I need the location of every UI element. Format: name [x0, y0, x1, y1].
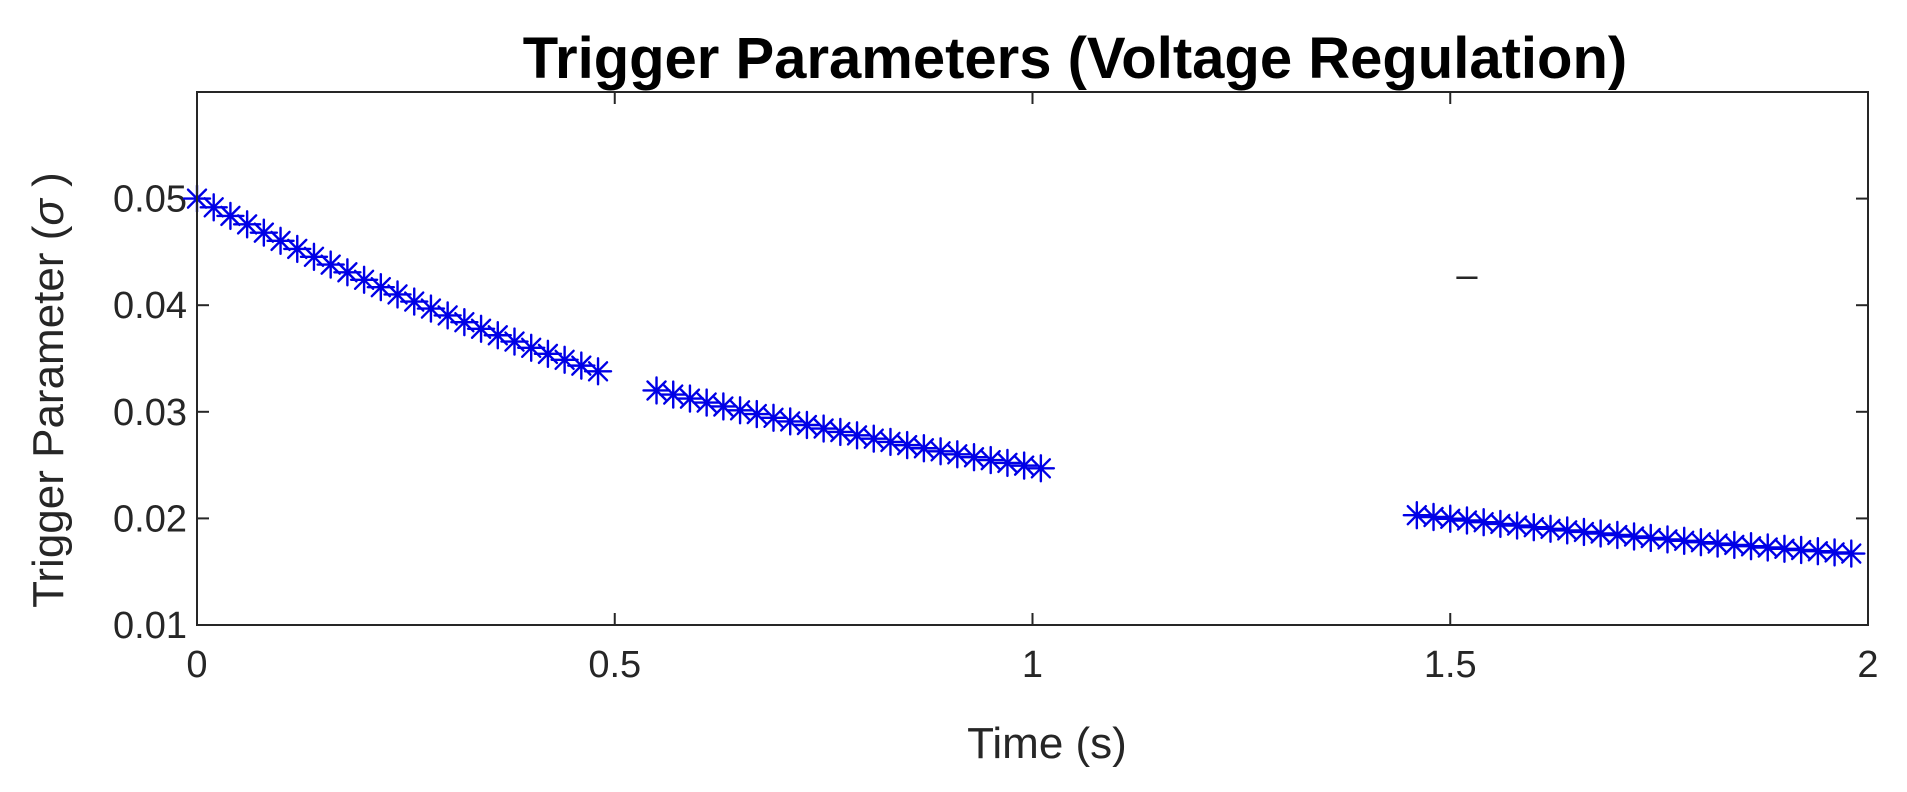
y-tick-label: 0.05: [113, 179, 187, 221]
data-point: [1720, 530, 1749, 560]
chart-title: Trigger Parameters (Voltage Regulation): [523, 26, 1627, 91]
annotations: –: [1456, 254, 1478, 296]
data-point: [926, 437, 955, 466]
data-point: [1486, 509, 1515, 539]
data-point: [892, 430, 922, 460]
data-point: [1820, 538, 1849, 567]
data-point: [792, 410, 822, 440]
data-point: [1452, 506, 1482, 535]
data-point: [1736, 532, 1766, 561]
data-point: [742, 399, 771, 429]
data-point: [1026, 454, 1056, 483]
data-point: [249, 218, 279, 247]
data-point: [1669, 526, 1699, 556]
data-point: [1402, 501, 1432, 530]
data-point: [1586, 519, 1615, 548]
data-point: [567, 351, 596, 380]
data-markers: [182, 184, 1866, 568]
data-point: [709, 392, 738, 421]
data-point: [776, 407, 805, 436]
data-point: [1436, 504, 1465, 533]
data-point: [725, 396, 755, 425]
data-point: [550, 345, 579, 375]
svg-text:Trigger Parameter (σ: Trigger Parameter (σ ): [24, 172, 73, 608]
data-point: [1770, 534, 1799, 563]
data-point: [1603, 520, 1632, 550]
data-point: [1837, 539, 1866, 568]
y-tick-label: 0.03: [113, 392, 187, 434]
data-point: [1753, 533, 1782, 562]
data-point: [859, 424, 888, 453]
data-point: [1569, 517, 1599, 547]
x-tick-label: 1: [1022, 644, 1043, 686]
data-point: [642, 376, 671, 405]
axis-ticks: 0 0.5 1 1.5 2 0.01 0.02 0.03 0.04 0.05: [113, 92, 1879, 686]
data-point: [1419, 502, 1448, 532]
x-axis-label: Time (s): [967, 719, 1127, 768]
plot-frame: [196, 91, 1869, 626]
data-point: [1553, 516, 1582, 545]
data-point: [876, 427, 905, 457]
data-point: [959, 443, 989, 472]
data-point: [1786, 535, 1816, 565]
x-tick-label: 0: [186, 644, 207, 686]
y-axis-label: Trigger Parameter (σ ): [24, 172, 73, 608]
data-point: [993, 448, 1022, 478]
data-point: [1519, 512, 1549, 542]
data-point: [1009, 451, 1039, 480]
data-point: [1502, 511, 1532, 540]
data-point: [1469, 508, 1498, 537]
data-point: [1653, 525, 1682, 554]
annotation-mark: –: [1456, 254, 1478, 296]
data-point: [943, 440, 972, 469]
x-tick-label: 2: [1857, 644, 1878, 686]
y-tick-label: 0.04: [113, 285, 187, 327]
x-tick-label: 0.5: [588, 644, 641, 686]
data-point: [976, 445, 1005, 475]
y-axis-label-symbol: σ: [24, 198, 73, 226]
data-point: [809, 414, 838, 443]
data-point: [826, 417, 855, 447]
data-point: [299, 242, 329, 272]
data-point: [1619, 522, 1649, 551]
data-point: [583, 357, 613, 386]
x-tick-label: 1.5: [1424, 644, 1477, 686]
data-point: [1536, 514, 1565, 544]
y-axis-label-text: Trigger Parameter: [24, 252, 73, 607]
data-point: [1686, 528, 1716, 557]
data-point: [659, 380, 688, 409]
y-tick-label: 0.02: [113, 498, 187, 540]
data-point: [675, 384, 705, 413]
data-point: [909, 434, 939, 463]
data-point: [842, 421, 872, 450]
data-point: [692, 388, 721, 417]
y-tick-label: 0.01: [113, 605, 187, 647]
data-point: [759, 403, 788, 432]
data-point: [1703, 529, 1732, 558]
data-point: [1636, 523, 1665, 553]
